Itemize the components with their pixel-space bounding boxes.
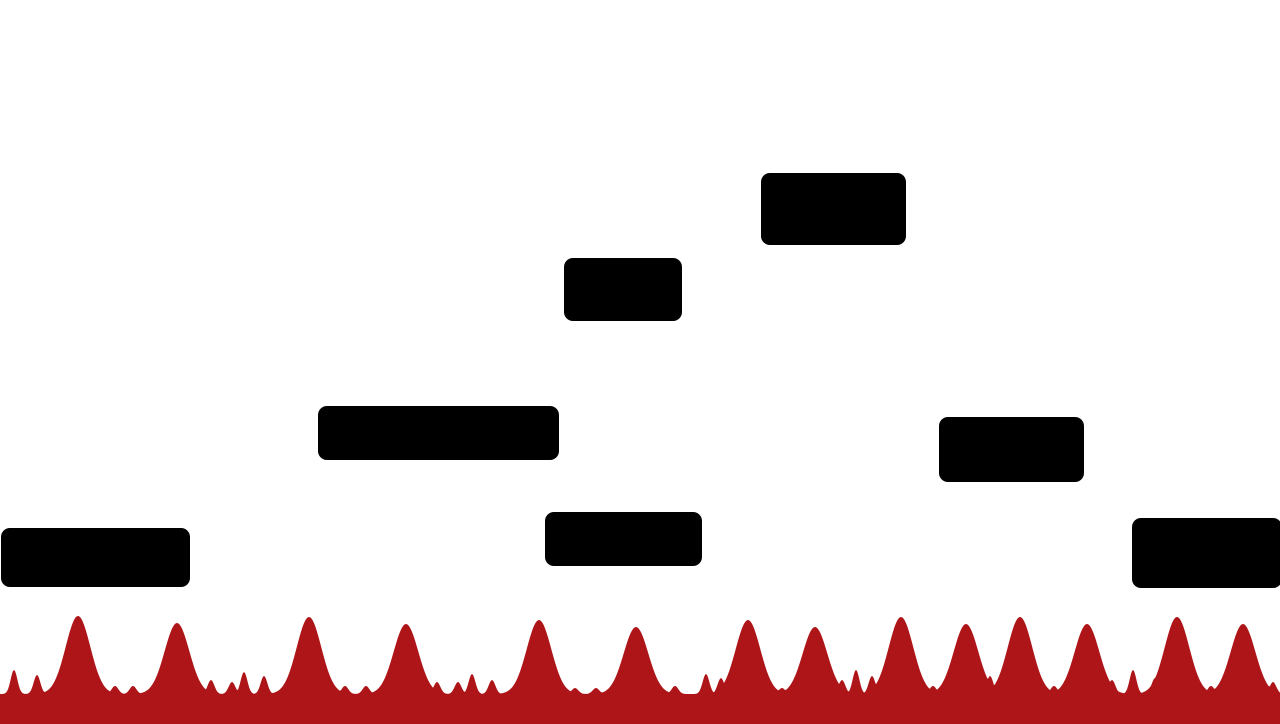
platform: [1, 528, 190, 587]
hazard-floor: [0, 616, 1280, 724]
platform: [939, 417, 1084, 482]
platform: [318, 406, 559, 460]
platform: [1132, 518, 1280, 588]
spike-hazard: [0, 616, 1280, 724]
platform: [545, 512, 702, 566]
platform: [761, 173, 906, 245]
platform: [564, 258, 682, 321]
